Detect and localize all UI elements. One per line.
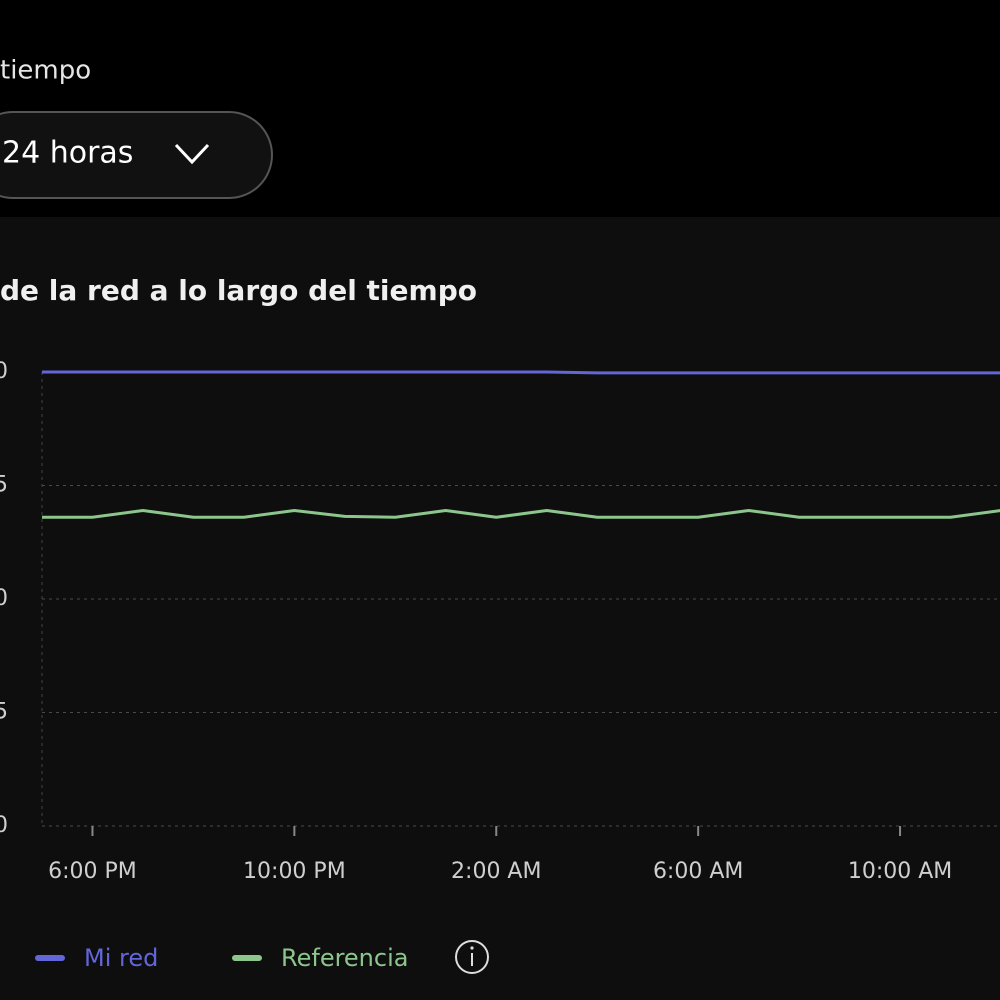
y-tick-label: 75: [0, 473, 8, 498]
dropdown-value[interactable]: 24 horas: [2, 136, 133, 171]
x-tick-label: 6:00 PM: [48, 859, 137, 884]
y-tick-label: 50: [0, 586, 8, 611]
chart-title: de la red a lo largo del tiempo: [0, 274, 477, 307]
y-tick-label: 25: [0, 700, 8, 725]
legend-label: Referencia: [281, 944, 408, 972]
legend-label: Mi red: [84, 944, 158, 972]
x-tick-label: 6:00 AM: [653, 859, 743, 884]
series-line: [42, 508, 1000, 519]
period-label: tiempo: [0, 56, 91, 86]
info-icon[interactable]: [455, 940, 489, 974]
y-tick-label: 0: [0, 813, 8, 838]
card-bg: [0, 217, 1000, 1000]
x-tick-label: 10:00 AM: [848, 859, 952, 884]
x-tick-label: 10:00 PM: [243, 859, 346, 884]
dropdown[interactable]: [0, 111, 273, 199]
y-tick-label: 100: [0, 359, 8, 384]
info-icon-dot[interactable]: [470, 946, 474, 950]
chevron[interactable]: [174, 143, 210, 165]
series-line: [42, 370, 1000, 375]
x-tick-label: 2:00 AM: [451, 859, 541, 884]
